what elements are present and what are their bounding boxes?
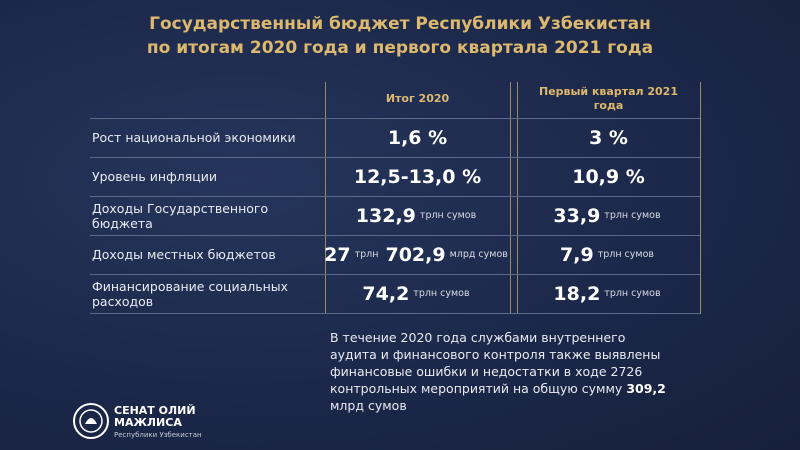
cell-value: 3 %	[589, 126, 628, 149]
row-line	[90, 196, 700, 197]
cell-unit: трлн сумов	[604, 210, 661, 221]
cell-value: 7,9	[560, 243, 594, 266]
divider	[325, 82, 326, 314]
logo-text: СЕНАТ ОЛИЙ МАЖЛИСА Республики Узбекистан	[114, 405, 202, 441]
title-line: Государственный бюджет Республики Узбеки…	[149, 14, 651, 34]
cell: 132,9 трлн сумов	[325, 196, 510, 235]
divider	[517, 82, 518, 314]
cell-value: 1,6 %	[387, 126, 448, 149]
column-header: Итог 2020	[385, 92, 450, 105]
row-line	[90, 274, 700, 275]
note: В течение 2020 года службами внутреннего…	[330, 329, 675, 414]
cell: 74,2 трлн сумов	[325, 274, 510, 313]
divider	[510, 82, 511, 314]
note-highlight: 309,2	[626, 381, 666, 396]
row-label: Рост национальной экономики	[92, 130, 296, 145]
row-line	[90, 118, 700, 119]
cell-unit: трлн	[354, 249, 379, 260]
row-line	[90, 313, 700, 314]
cell-unit: трлн сумов	[419, 210, 477, 221]
title-line: по итогам 2020 года и первого квартала 2…	[146, 38, 654, 58]
title: Государственный бюджет Республики Узбеки…	[0, 12, 800, 60]
row-label: Уровень инфляции	[92, 169, 218, 184]
cell: 3 %	[517, 118, 700, 157]
logo-line: Республики Узбекистан	[114, 431, 202, 439]
cell-unit: трлн сумов	[413, 288, 470, 299]
cell: 10,9 %	[517, 157, 700, 196]
cell: 18,2 трлн сумов	[517, 274, 700, 313]
cell: 33,9 трлн сумов	[517, 196, 700, 235]
cell-value: 33,9	[553, 204, 601, 227]
cell: 27 трлн 702,9 млрд сумов	[324, 235, 510, 274]
cell-value: 27	[324, 243, 351, 266]
row-label: Доходы Государственного бюджета	[92, 200, 269, 231]
logo-line: СЕНАТ ОЛИЙ	[114, 404, 196, 417]
row-label: Доходы местных бюджетов	[92, 247, 276, 262]
row-line	[90, 235, 700, 236]
cell: 12,5-13,0 %	[325, 157, 510, 196]
cell-unit: млрд сумов	[449, 249, 508, 260]
cell-value: 702,9	[385, 243, 446, 266]
logo-emblem	[73, 403, 109, 439]
note-text: В течение 2020 года службами внутреннего…	[330, 330, 661, 396]
row-line	[90, 157, 700, 158]
logo-line: МАЖЛИСА	[114, 416, 182, 429]
column-header: Первый квартал 2021 года	[538, 85, 678, 112]
cell-unit: трлн сумов	[597, 249, 654, 260]
cell-unit: трлн сумов	[604, 288, 661, 299]
cell-value: 10,9 %	[572, 165, 645, 188]
divider	[700, 82, 701, 314]
row-label: Финансирование социальных расходов	[92, 278, 289, 309]
cell-value: 132,9	[355, 204, 416, 227]
cell-value: 12,5-13,0 %	[353, 165, 482, 188]
cell: 7,9 трлн сумов	[517, 235, 700, 274]
cell-value: 74,2	[362, 282, 410, 305]
cell: 1,6 %	[325, 118, 510, 157]
cell-value: 18,2	[553, 282, 601, 305]
note-text: млрд сумов	[330, 398, 407, 413]
